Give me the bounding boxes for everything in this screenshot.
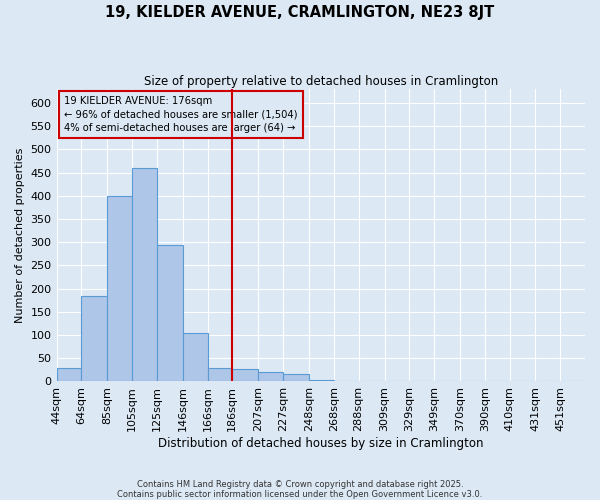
Bar — [258, 372, 283, 382]
Text: 19, KIELDER AVENUE, CRAMLINGTON, NE23 8JT: 19, KIELDER AVENUE, CRAMLINGTON, NE23 8J… — [106, 5, 494, 20]
Text: Contains HM Land Registry data © Crown copyright and database right 2025.
Contai: Contains HM Land Registry data © Crown c… — [118, 480, 482, 499]
Bar — [283, 374, 309, 382]
X-axis label: Distribution of detached houses by size in Cramlington: Distribution of detached houses by size … — [158, 437, 484, 450]
Bar — [232, 369, 258, 382]
Bar — [157, 244, 183, 382]
Bar — [81, 296, 107, 382]
Bar — [208, 368, 232, 382]
Title: Size of property relative to detached houses in Cramlington: Size of property relative to detached ho… — [143, 75, 498, 88]
Bar — [107, 196, 132, 382]
Bar — [132, 168, 157, 382]
Bar — [183, 332, 208, 382]
Bar — [309, 380, 334, 382]
Y-axis label: Number of detached properties: Number of detached properties — [15, 148, 25, 323]
Text: 19 KIELDER AVENUE: 176sqm
← 96% of detached houses are smaller (1,504)
4% of sem: 19 KIELDER AVENUE: 176sqm ← 96% of detac… — [64, 96, 298, 133]
Bar — [56, 368, 81, 382]
